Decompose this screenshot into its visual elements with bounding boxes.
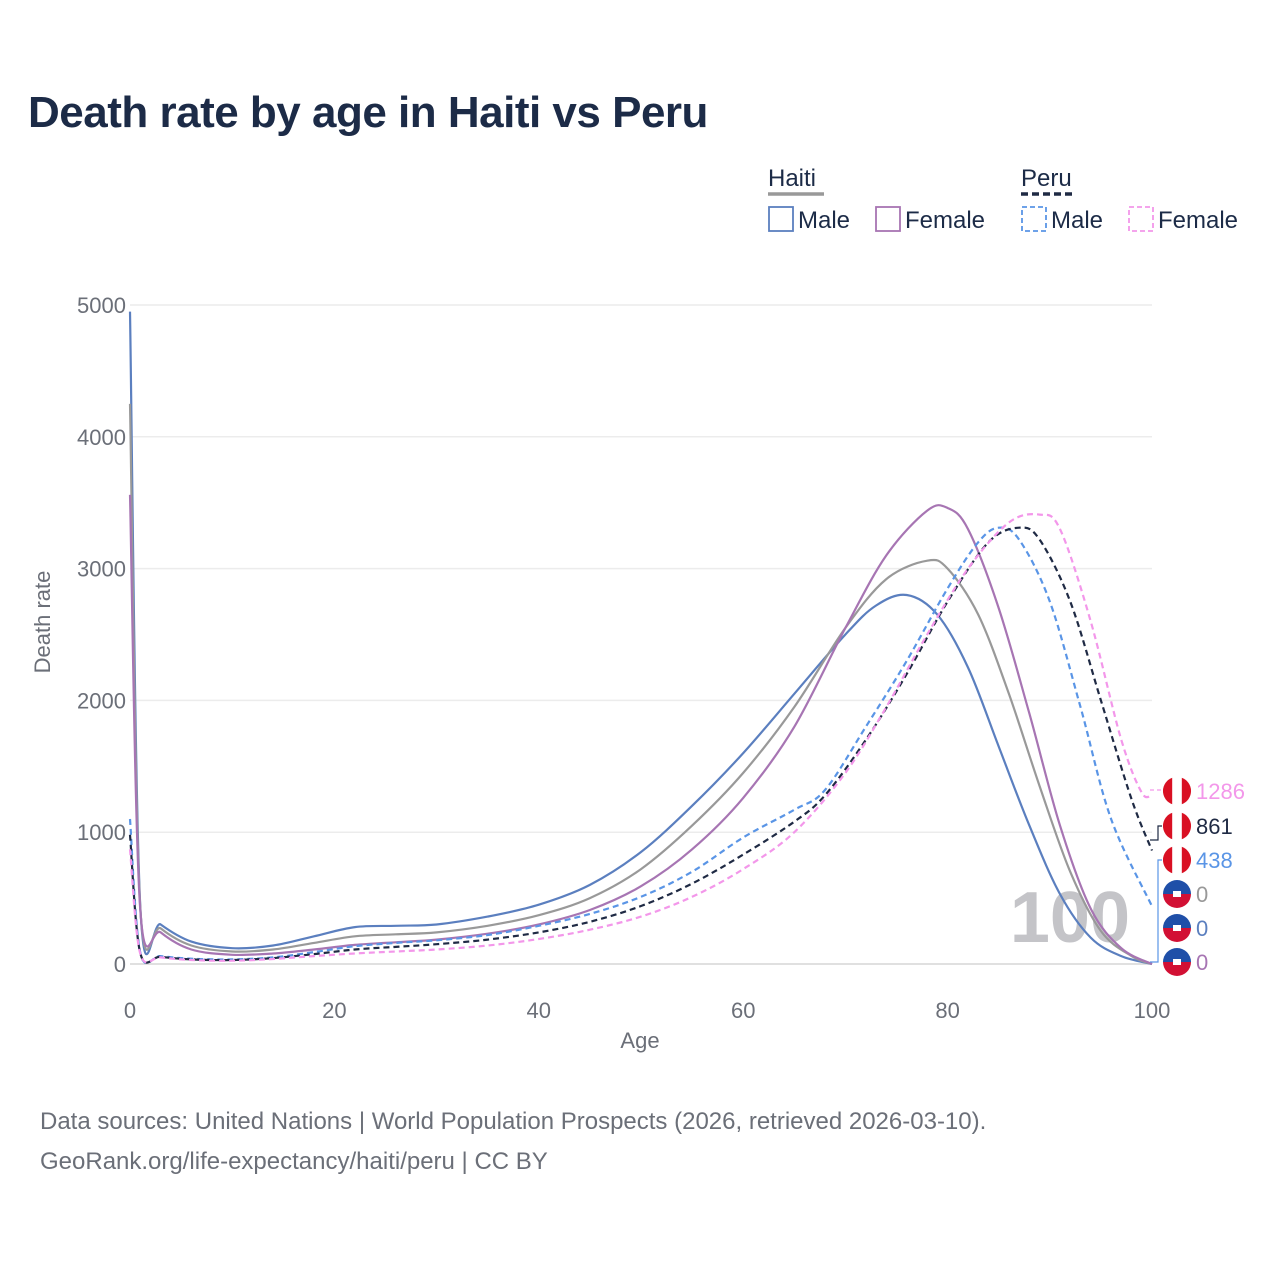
flag-stripe <box>1172 812 1182 840</box>
x-axis-label: Age <box>620 1028 659 1053</box>
y-tick-label: 0 <box>114 952 126 977</box>
end-labels: 1286 861 438 0 0 0 <box>1150 777 1245 976</box>
y-tick-label: 4000 <box>77 425 126 450</box>
y-axis-ticks: 0 1000 2000 3000 4000 5000 <box>77 293 126 977</box>
leader-line <box>1150 825 1162 841</box>
y-axis-label: Death rate <box>30 571 55 674</box>
end-label-value: 438 <box>1196 848 1233 873</box>
legend-swatch <box>1128 206 1154 232</box>
credit-note[interactable]: GeoRank.org/life-expectancy/haiti/peru |… <box>40 1148 548 1175</box>
legend[interactable]: Haiti Peru Male Female Male Female <box>768 165 1238 234</box>
flag-stripe <box>1162 812 1173 840</box>
haiti-flag-icon <box>1163 914 1191 928</box>
series-lines <box>128 311 1154 966</box>
flag-emblem <box>1173 959 1181 965</box>
y-tick-label: 2000 <box>77 688 126 713</box>
x-tick-label: 0 <box>124 998 136 1023</box>
flag-emblem <box>1173 891 1181 897</box>
x-tick-label: 60 <box>731 998 755 1023</box>
end-label-peru: 1286 <box>1162 777 1245 805</box>
flag-stripe <box>1162 777 1173 805</box>
x-tick-label: 80 <box>935 998 959 1023</box>
x-tick-label: 40 <box>527 998 551 1023</box>
y-tick-label: 1000 <box>77 820 126 845</box>
end-label-value: 0 <box>1196 916 1208 941</box>
end-label-peru: 438 <box>1162 846 1233 874</box>
flag-stripe <box>1181 777 1192 805</box>
flag-stripe <box>1163 928 1191 942</box>
x-tick-label: 20 <box>322 998 346 1023</box>
flag-stripe <box>1181 846 1192 874</box>
legend-item-peru-male[interactable]: Male <box>1051 207 1103 234</box>
end-label-haiti: 0 <box>1163 914 1208 942</box>
flag-stripe <box>1181 812 1192 840</box>
series-line-peru-female[interactable] <box>128 513 1153 964</box>
chart-title: Death rate by age in Haiti vs Peru <box>28 88 708 137</box>
end-label-value: 861 <box>1196 814 1233 839</box>
legend-group-haiti: Haiti <box>768 165 816 192</box>
legend-swatch <box>768 206 794 232</box>
haiti-flag-icon <box>1163 948 1191 962</box>
legend-item-haiti-female[interactable]: Female <box>905 207 985 234</box>
end-label-value: 0 <box>1196 882 1208 907</box>
series-line-haiti-male[interactable] <box>128 311 1153 966</box>
year-watermark: 100 <box>1010 878 1130 958</box>
flag-stripe <box>1172 846 1182 874</box>
legend-swatch <box>875 206 901 232</box>
leader-line <box>1150 859 1162 963</box>
series-line-haiti-female[interactable] <box>128 494 1153 965</box>
end-label-value: 0 <box>1196 950 1208 975</box>
legend-item-peru-female[interactable]: Female <box>1158 207 1238 234</box>
x-tick-label: 100 <box>1134 998 1171 1023</box>
y-tick-label: 3000 <box>77 557 126 582</box>
flag-stripe <box>1163 894 1191 908</box>
legend-item-haiti-male[interactable]: Male <box>798 207 850 234</box>
y-tick-label: 5000 <box>77 293 126 318</box>
flag-stripe <box>1162 846 1173 874</box>
end-label-haiti: 0 <box>1163 880 1208 908</box>
end-label-peru: 861 <box>1162 812 1233 840</box>
legend-group-peru: Peru <box>1021 165 1072 192</box>
end-label-value: 1286 <box>1196 779 1245 804</box>
flag-stripe <box>1172 777 1182 805</box>
haiti-flag-icon <box>1163 880 1191 894</box>
flag-emblem <box>1173 925 1181 931</box>
x-axis-ticks: 0 20 40 60 80 100 <box>124 998 1170 1023</box>
source-note: Data sources: United Nations | World Pop… <box>40 1108 987 1135</box>
flag-stripe <box>1163 962 1191 976</box>
grid-lines <box>130 304 1152 965</box>
end-label-haiti: 0 <box>1163 948 1208 976</box>
legend-swatch <box>1021 206 1047 232</box>
series-line-haiti-total[interactable] <box>128 403 1153 966</box>
